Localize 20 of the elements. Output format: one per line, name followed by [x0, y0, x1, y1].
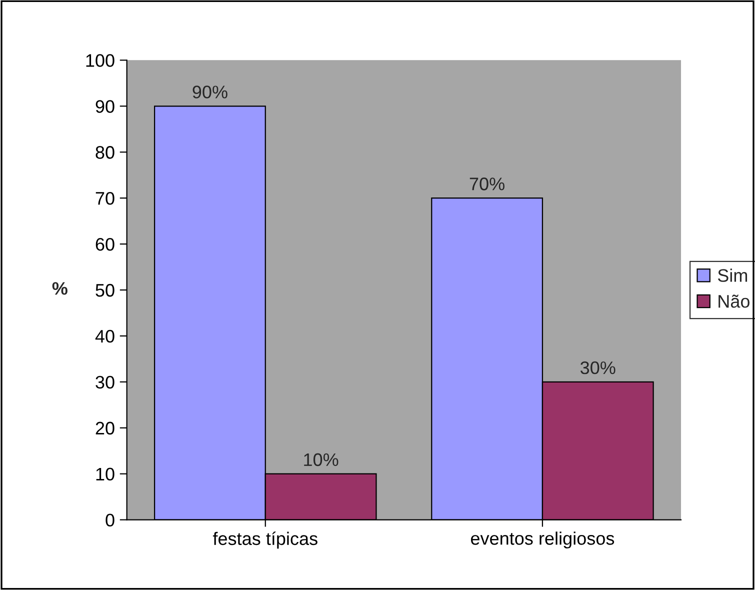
- legend-label: Não: [718, 294, 750, 308]
- y-tick-label: 0: [106, 514, 114, 527]
- y-tick-label: 70: [96, 192, 114, 205]
- y-tick-label: 80: [96, 146, 114, 159]
- y-tick-label: 100: [86, 54, 114, 67]
- y-tick-label: 40: [95, 330, 114, 343]
- y-tick-label: 90: [96, 100, 114, 113]
- legend-label: Sim: [718, 268, 748, 282]
- y-tick-label: 20: [96, 422, 114, 435]
- y-tick-label: 60: [96, 238, 114, 251]
- data-label: 90%: [192, 86, 228, 98]
- y-tick-label: 50: [96, 284, 114, 297]
- x-tick-label: festas típicas: [212, 532, 318, 549]
- y-tick-label: 10: [96, 468, 114, 481]
- data-label: 70%: [470, 178, 504, 190]
- y-axis-title: %: [52, 282, 68, 295]
- x-tick-label: eventos religiosos: [470, 532, 614, 548]
- data-label: 10%: [304, 453, 338, 466]
- y-tick-label: 30: [96, 376, 114, 389]
- data-label: 30%: [580, 361, 616, 374]
